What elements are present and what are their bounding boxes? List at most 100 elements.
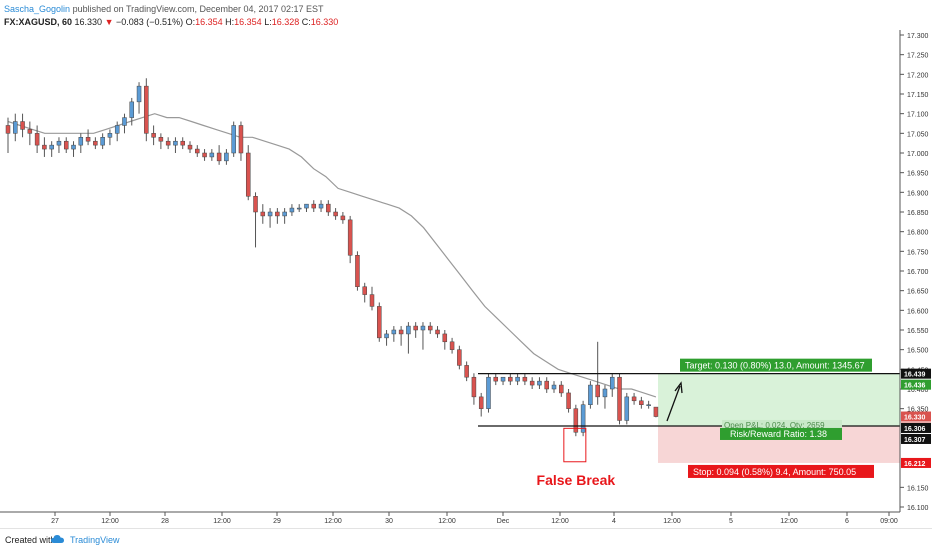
candle [326,200,331,216]
candle-body-up [406,325,411,335]
candle-body-up [588,384,593,405]
candles [5,78,659,437]
tradingview-cloud-icon [51,535,64,543]
moving-average-line [7,113,657,398]
candle [522,373,528,386]
price-tick-label: 16.700 [907,269,929,276]
price-tick-label: 16.550 [907,328,929,335]
price-tag-label: 16.306 [904,426,926,433]
price-tag: 16.307 [901,433,931,444]
candle [588,381,593,409]
publish-info: Sascha_Gogolin published on TradingView.… [4,3,324,15]
candle-body-down [631,396,637,402]
price-axis[interactable]: 17.300 17.250 17.200 17.150 17.100 17.050 17.0… [899,30,931,512]
price-tag-bg [901,379,931,390]
time-tick-label: 6 [845,518,849,525]
candle [165,137,171,150]
candle-body-up [551,384,557,390]
candle [340,212,346,224]
time-tick-label: 12:00 [438,518,456,525]
price-tick-label: 16.100 [907,505,929,512]
time-tick-label: 12:00 [101,518,119,525]
candle [551,381,557,393]
candle [275,208,280,224]
author-link[interactable]: Sascha_Gogolin [4,4,71,14]
candle-body-up [282,211,287,217]
stop-label: Stop: 0.094 (0.58%) 9.4, Amount: 750.05 [688,464,874,478]
tradingview-brand-link[interactable]: TradingView [70,535,120,545]
candle [289,204,295,216]
position-zones [658,373,900,463]
candle [63,137,69,153]
candle [609,373,615,397]
price-tag: 16.436 [901,379,931,390]
candle [427,322,433,334]
candle [639,396,644,409]
candle-body-up [209,152,215,158]
price-tag: 16.330 [901,411,931,422]
candle-body-up [580,404,586,433]
candle-body-up [13,121,18,134]
candle-body-down [85,137,91,142]
price-tag-label: 16.212 [904,461,926,468]
candle [529,377,535,389]
candle-body-down [478,396,484,409]
price-tag-bg [901,422,931,433]
candle-body-down [151,133,156,138]
candle-body-up [646,404,651,406]
candle-body-up [609,376,615,390]
candle [493,373,499,386]
candle-body-down [413,325,418,331]
price-change: −0.083 (−0.51%) [116,17,184,27]
time-tick-label: Dec [497,518,510,525]
symbol-name[interactable]: FX:XAGUSD, 60 [4,17,73,27]
candle [420,322,426,350]
price-tag-bg [901,433,931,444]
candle [566,389,571,413]
target-label-bg [680,358,872,372]
risk-reward-label: Risk/Reward Ratio: 1.38 [720,427,842,440]
candle [56,137,62,153]
candle [500,376,506,386]
candle [464,361,469,382]
candle-body-down [639,400,644,405]
time-tick-label: 4 [612,518,616,525]
time-axis[interactable]: 27 12:00 28 12:00 29 12:00 30 12:00 Dec 12:00 4 12:… [0,511,900,525]
candle-body-down [369,294,375,307]
candle [347,215,353,264]
candle-body-up [624,396,630,421]
candle-body-down [253,196,258,213]
candle-body-up [129,101,135,118]
candle [653,406,659,418]
candle [435,326,440,338]
high-value: 16.354 [234,17,262,27]
price-tag-bg [901,457,931,468]
arrow-shaft [666,385,681,422]
pnl-label-bg [722,419,842,430]
candle [49,141,54,157]
candle [544,377,549,393]
price-tag-bg [901,411,931,422]
price-chart[interactable]: False Break Target: 0.130 (0.80%) 13.0, A… [0,0,932,528]
candle-body-down [180,140,185,146]
price-tick-label: 16.900 [907,190,929,197]
candle [202,149,207,161]
candle-body-down [544,380,549,390]
pnl-label-text: Open P&L: 0.024, Qty: 2659 [724,421,825,430]
candle-body-down [63,140,69,150]
candle [238,121,244,161]
candle-body-down [522,376,528,382]
risk-reward-bg [720,427,842,440]
candle-body-down [311,203,317,209]
candle [617,373,622,425]
price-tag: 16.306 [901,422,931,433]
candle [384,330,389,346]
candle [449,337,455,354]
candle-body-down [238,125,244,154]
candle [173,137,178,153]
candle [362,282,367,303]
candle [457,345,462,370]
candle [158,133,164,150]
candle [377,302,382,342]
candle-body-down [355,255,360,287]
